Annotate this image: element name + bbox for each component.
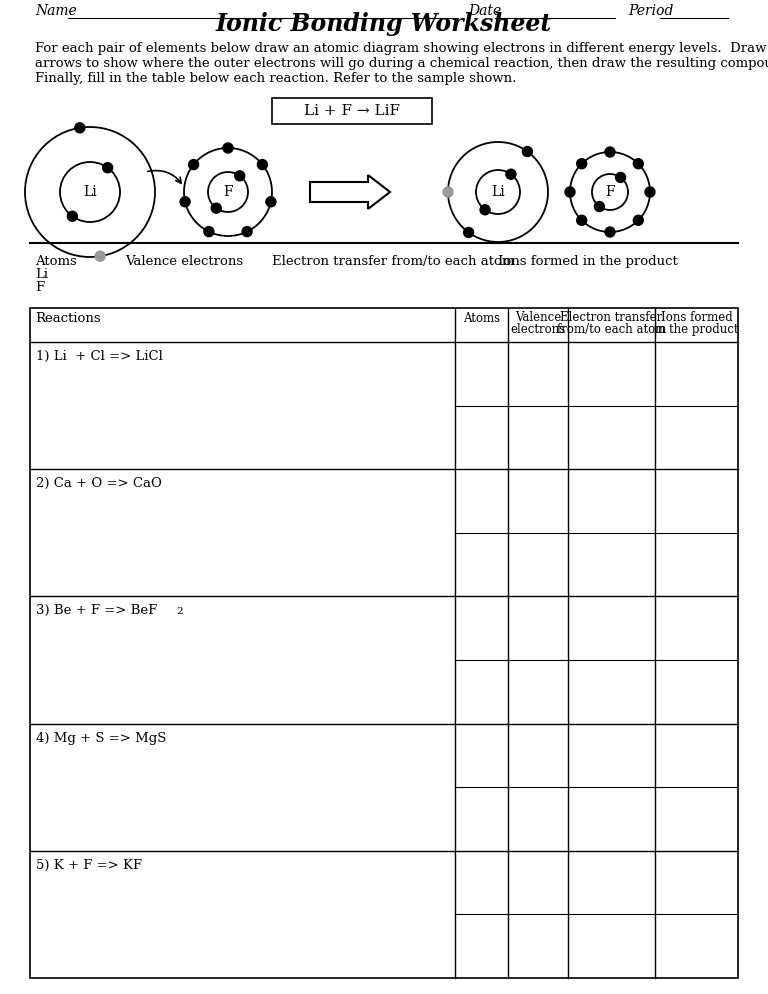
Text: Valence electrons: Valence electrons bbox=[125, 255, 243, 268]
Text: Electron transfer: Electron transfer bbox=[561, 311, 663, 324]
Text: Atoms: Atoms bbox=[463, 312, 500, 325]
Circle shape bbox=[257, 160, 267, 170]
Circle shape bbox=[577, 216, 587, 226]
Circle shape bbox=[645, 187, 655, 197]
Circle shape bbox=[242, 227, 252, 237]
Circle shape bbox=[68, 212, 78, 222]
Text: Reactions: Reactions bbox=[35, 312, 101, 325]
Circle shape bbox=[180, 197, 190, 207]
Text: 4) Mg + S => MgS: 4) Mg + S => MgS bbox=[36, 732, 167, 745]
Circle shape bbox=[223, 143, 233, 153]
Text: Atoms: Atoms bbox=[35, 255, 77, 268]
Circle shape bbox=[565, 187, 575, 197]
Circle shape bbox=[577, 159, 587, 169]
Text: Li: Li bbox=[491, 185, 505, 199]
Bar bbox=[30, 308, 738, 978]
Text: Valence: Valence bbox=[515, 311, 561, 324]
Text: Li + F → LiF: Li + F → LiF bbox=[304, 104, 400, 118]
Text: 5) K + F => KF: 5) K + F => KF bbox=[36, 859, 142, 872]
Text: F: F bbox=[35, 281, 44, 294]
Text: Li: Li bbox=[83, 185, 97, 199]
Circle shape bbox=[605, 227, 615, 237]
Circle shape bbox=[594, 202, 604, 212]
Text: Date: Date bbox=[468, 4, 502, 18]
Text: in the product: in the product bbox=[654, 323, 739, 336]
Circle shape bbox=[522, 146, 532, 156]
Text: Period: Period bbox=[628, 4, 674, 18]
Text: arrows to show where the outer electrons will go during a chemical reaction, the: arrows to show where the outer electrons… bbox=[35, 57, 768, 70]
Text: Ions formed in the product: Ions formed in the product bbox=[498, 255, 677, 268]
Circle shape bbox=[211, 203, 221, 213]
Text: For each pair of elements below draw an atomic diagram showing electrons in diff: For each pair of elements below draw an … bbox=[35, 42, 766, 55]
Circle shape bbox=[506, 169, 516, 179]
Text: F: F bbox=[605, 185, 615, 199]
Circle shape bbox=[189, 160, 199, 170]
Text: Name: Name bbox=[35, 4, 77, 18]
Circle shape bbox=[74, 123, 84, 133]
Text: Ionic Bonding Worksheet: Ionic Bonding Worksheet bbox=[216, 12, 552, 36]
Text: Electron transfer from/to each atom: Electron transfer from/to each atom bbox=[272, 255, 515, 268]
Text: electrons: electrons bbox=[511, 323, 565, 336]
Circle shape bbox=[235, 171, 245, 181]
Text: Ions formed: Ions formed bbox=[660, 311, 733, 324]
Circle shape bbox=[616, 172, 626, 183]
Circle shape bbox=[605, 147, 615, 157]
Text: 1) Li  + Cl => LiCl: 1) Li + Cl => LiCl bbox=[36, 350, 163, 363]
Circle shape bbox=[443, 187, 453, 197]
Circle shape bbox=[464, 228, 474, 238]
Bar bbox=[272, 98, 432, 124]
Text: 2: 2 bbox=[176, 607, 183, 616]
Text: F: F bbox=[223, 185, 233, 199]
Text: Li: Li bbox=[35, 268, 48, 281]
Circle shape bbox=[634, 159, 644, 169]
Circle shape bbox=[480, 205, 490, 215]
Text: from/to each atom: from/to each atom bbox=[557, 323, 666, 336]
Circle shape bbox=[266, 197, 276, 207]
Circle shape bbox=[204, 227, 214, 237]
Text: 3) Be + F => BeF: 3) Be + F => BeF bbox=[36, 604, 157, 617]
Text: 2) Ca + O => CaO: 2) Ca + O => CaO bbox=[36, 477, 162, 490]
Circle shape bbox=[103, 163, 113, 173]
Circle shape bbox=[634, 216, 644, 226]
FancyArrow shape bbox=[310, 175, 390, 209]
Text: Finally, fill in the table below each reaction. Refer to the sample shown.: Finally, fill in the table below each re… bbox=[35, 72, 516, 85]
Circle shape bbox=[95, 251, 105, 261]
